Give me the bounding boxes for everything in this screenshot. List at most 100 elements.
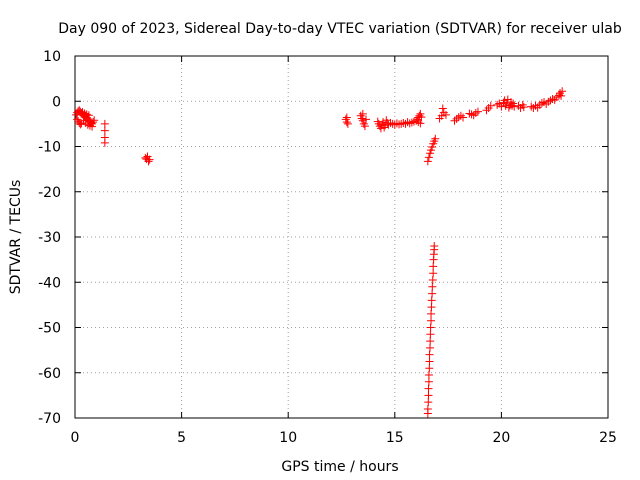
data-point (90, 116, 99, 125)
data-point (557, 91, 566, 100)
data-point (486, 101, 495, 110)
data-point (423, 404, 432, 413)
data-points (72, 87, 567, 418)
data-point (493, 100, 502, 109)
data-point (428, 142, 437, 151)
y-tick-label: -50 (38, 321, 61, 337)
data-point (427, 296, 436, 305)
data-point (558, 87, 567, 96)
data-point (412, 116, 421, 125)
data-point (415, 111, 424, 120)
data-point (471, 109, 480, 118)
data-point (456, 111, 465, 120)
data-point (423, 157, 432, 166)
data-point (362, 115, 371, 124)
data-point (426, 330, 435, 339)
data-point (417, 113, 426, 122)
series-main-pass (341, 109, 426, 133)
x-tick-label: 25 (599, 430, 617, 446)
data-point (535, 100, 544, 109)
data-point (73, 115, 82, 124)
data-point (431, 134, 440, 143)
data-point (509, 99, 518, 108)
y-tick-label: 0 (52, 94, 61, 110)
data-point (459, 113, 468, 122)
data-point (425, 343, 434, 352)
data-point (482, 106, 491, 115)
data-point (360, 122, 369, 131)
data-point (430, 242, 439, 251)
data-point (82, 110, 91, 119)
data-point (343, 119, 352, 128)
x-tick-label: 15 (386, 430, 404, 446)
series-isolated-3.4h (141, 152, 154, 166)
data-point (424, 371, 433, 380)
data-point (358, 109, 367, 118)
y-tick-label: 10 (43, 49, 61, 65)
data-point (544, 97, 553, 106)
data-point (450, 116, 459, 125)
chart-title: Day 090 of 2023, Sidereal Day-to-day VTE… (58, 21, 622, 37)
data-point (531, 101, 540, 110)
x-tick-label: 5 (177, 430, 186, 446)
data-point (426, 323, 435, 332)
data-point (514, 101, 523, 110)
series-recovery-branch (423, 134, 440, 166)
data-point (552, 93, 561, 102)
data-point (510, 102, 519, 111)
data-point (425, 357, 434, 366)
y-tick-label: -20 (38, 185, 61, 201)
data-point (405, 119, 414, 128)
data-point (76, 120, 85, 129)
data-point (426, 337, 435, 346)
data-point (144, 157, 153, 166)
data-point (425, 149, 434, 158)
data-point (81, 118, 90, 127)
data-point (84, 111, 93, 120)
data-point (416, 109, 425, 118)
data-point (100, 119, 109, 128)
series-late-pass (435, 87, 567, 125)
data-point (424, 398, 433, 407)
data-point (342, 113, 351, 122)
data-point (414, 118, 423, 127)
data-point (143, 152, 152, 161)
data-point (519, 103, 528, 112)
x-tick-label: 20 (492, 430, 510, 446)
y-tick-label: -70 (38, 411, 61, 427)
x-tick-label: 10 (279, 430, 297, 446)
data-point (376, 124, 385, 133)
data-point (452, 114, 461, 123)
data-point (497, 102, 506, 111)
data-point (425, 364, 434, 373)
data-point (424, 384, 433, 393)
data-point (438, 104, 447, 113)
data-point (100, 138, 109, 147)
data-point (516, 104, 525, 113)
data-point (141, 153, 150, 162)
data-point (424, 377, 433, 386)
x-axis-label: GPS time / hours (281, 459, 398, 475)
axis-ticks: 0 5 10 15 20 25 10 0 -10 -20 -30 -40 -50 -60 -70 (38, 49, 617, 446)
y-tick-label: -10 (38, 140, 61, 156)
data-point (427, 303, 436, 312)
data-point (467, 110, 476, 119)
data-point (145, 155, 154, 164)
data-point (506, 98, 515, 107)
data-point (473, 107, 482, 116)
data-point (469, 111, 478, 120)
data-point (429, 262, 438, 271)
data-point (416, 119, 425, 128)
data-point (428, 289, 437, 298)
data-point (427, 309, 436, 318)
series-deep-dip (423, 242, 439, 418)
data-point (427, 316, 436, 325)
data-point (484, 104, 493, 113)
data-point (527, 102, 536, 111)
data-point (537, 99, 546, 108)
data-point (437, 111, 446, 120)
data-point (429, 269, 438, 278)
y-tick-label: -60 (38, 366, 61, 382)
y-tick-label: -30 (38, 230, 61, 246)
